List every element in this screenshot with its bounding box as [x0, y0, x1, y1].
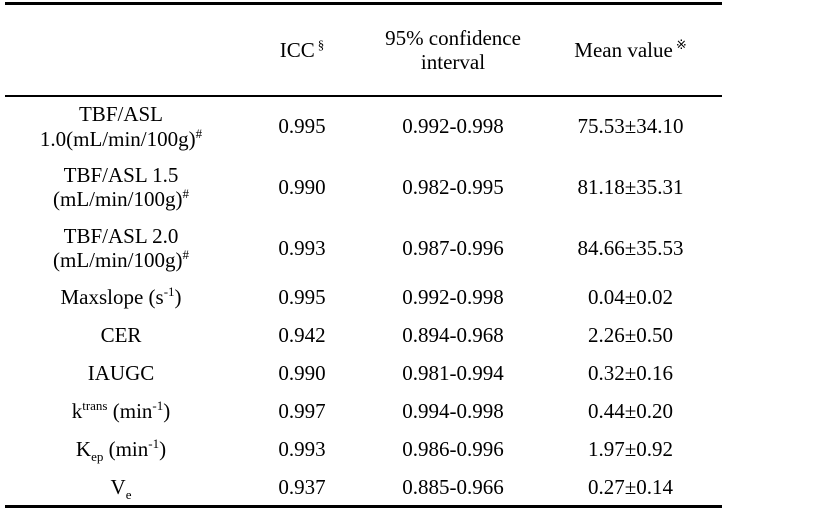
- table-row: CER 0.942 0.894-0.968 2.26±0.50: [5, 317, 722, 355]
- param-cell: TBF/ASL 1.5 (mL/min/100g)#: [53, 162, 190, 211]
- mean-cell: 0.27±0.14: [587, 474, 674, 499]
- mean-cell: 84.66±35.53: [577, 235, 684, 260]
- icc-cell: 0.990: [278, 361, 326, 386]
- mean-cell: 81.18±35.31: [577, 174, 684, 199]
- superscript: #: [182, 247, 190, 262]
- mean-cell: 75.53±34.10: [577, 114, 684, 139]
- header-mean-label: Mean value: [574, 37, 673, 62]
- icc-cell: 0.993: [278, 437, 326, 462]
- icc-cell: 0.993: [278, 235, 326, 260]
- icc-cell: 0.995: [278, 285, 326, 310]
- table-header: ICC § 95% confidence interval Mean value ※: [5, 3, 722, 97]
- mean-cell: 1.97±0.92: [587, 437, 674, 462]
- table-row: TBF/ASL 1.0(mL/min/100g)# 0.995 0.992-0.998…: [5, 96, 722, 157]
- header-ci: 95% confidence interval: [367, 3, 539, 97]
- header-icc-label: ICC: [279, 37, 315, 62]
- param-cell: CER: [100, 323, 142, 348]
- section-footnote-mark: §: [317, 36, 325, 52]
- subscript: e: [125, 486, 132, 502]
- table-row: ktrans (min-1) 0.997 0.994-0.998 0.44±0.20: [5, 393, 722, 431]
- param-cell: Kep (min-1): [75, 436, 167, 465]
- superscript: #: [182, 186, 190, 201]
- ci-cell: 0.981-0.994: [402, 361, 504, 386]
- table-body: TBF/ASL 1.0(mL/min/100g)# 0.995 0.992-0.998…: [5, 96, 722, 507]
- param-cell: Ve: [110, 474, 132, 502]
- table-row: TBF/ASL 2.0 (mL/min/100g)# 0.993 0.987-0.99…: [5, 218, 722, 279]
- param-cell: TBF/ASL 1.0(mL/min/100g)#: [39, 102, 203, 151]
- icc-cell: 0.995: [278, 114, 326, 139]
- mean-cell: 2.26±0.50: [587, 323, 674, 348]
- header-param: [5, 3, 237, 97]
- superscript: #: [195, 125, 203, 141]
- subscript: ep: [91, 449, 104, 465]
- mean-cell: 0.32±0.16: [587, 361, 674, 386]
- ci-cell: 0.987-0.996: [402, 235, 504, 260]
- param-cell: ktrans (min-1): [71, 398, 171, 424]
- superscript: -1: [152, 398, 164, 414]
- table-row: Maxslope (s-1) 0.995 0.992-0.998 0.04±0.02: [5, 279, 722, 317]
- superscript: trans: [82, 398, 108, 414]
- superscript: -1: [148, 436, 160, 452]
- icc-statistics-table: ICC § 95% confidence interval Mean value ※…: [5, 2, 722, 508]
- icc-cell: 0.937: [278, 474, 326, 499]
- header-mean: Mean value ※: [539, 3, 722, 97]
- param-cell: Maxslope (s-1): [60, 284, 182, 310]
- ci-cell: 0.894-0.968: [402, 323, 504, 348]
- superscript: -1: [163, 284, 175, 300]
- table-row: Kep (min-1) 0.993 0.986-0.996 1.97±0.92: [5, 431, 722, 469]
- ci-cell: 0.982-0.995: [402, 174, 504, 199]
- icc-cell: 0.990: [278, 174, 326, 199]
- ci-cell: 0.994-0.998: [402, 399, 504, 424]
- table-row: IAUGC 0.990 0.981-0.994 0.32±0.16: [5, 355, 722, 393]
- table-row: TBF/ASL 1.5 (mL/min/100g)# 0.990 0.982-0.99…: [5, 157, 722, 218]
- header-row: ICC § 95% confidence interval Mean value ※: [5, 3, 722, 97]
- icc-cell: 0.942: [278, 323, 326, 348]
- mean-cell: 0.44±0.20: [587, 399, 674, 424]
- ci-cell: 0.885-0.966: [402, 474, 504, 499]
- param-cell: IAUGC: [87, 361, 155, 386]
- reference-footnote-mark: ※: [675, 36, 687, 52]
- ci-cell: 0.992-0.998: [402, 285, 504, 310]
- header-icc: ICC §: [237, 3, 367, 97]
- ci-cell: 0.986-0.996: [402, 437, 504, 462]
- table-row: Ve 0.937 0.885-0.966 0.27±0.14: [5, 469, 722, 507]
- param-cell: TBF/ASL 2.0 (mL/min/100g)#: [53, 223, 190, 272]
- mean-cell: 0.04±0.02: [587, 285, 674, 310]
- icc-cell: 0.997: [278, 399, 326, 424]
- ci-cell: 0.992-0.998: [402, 114, 504, 139]
